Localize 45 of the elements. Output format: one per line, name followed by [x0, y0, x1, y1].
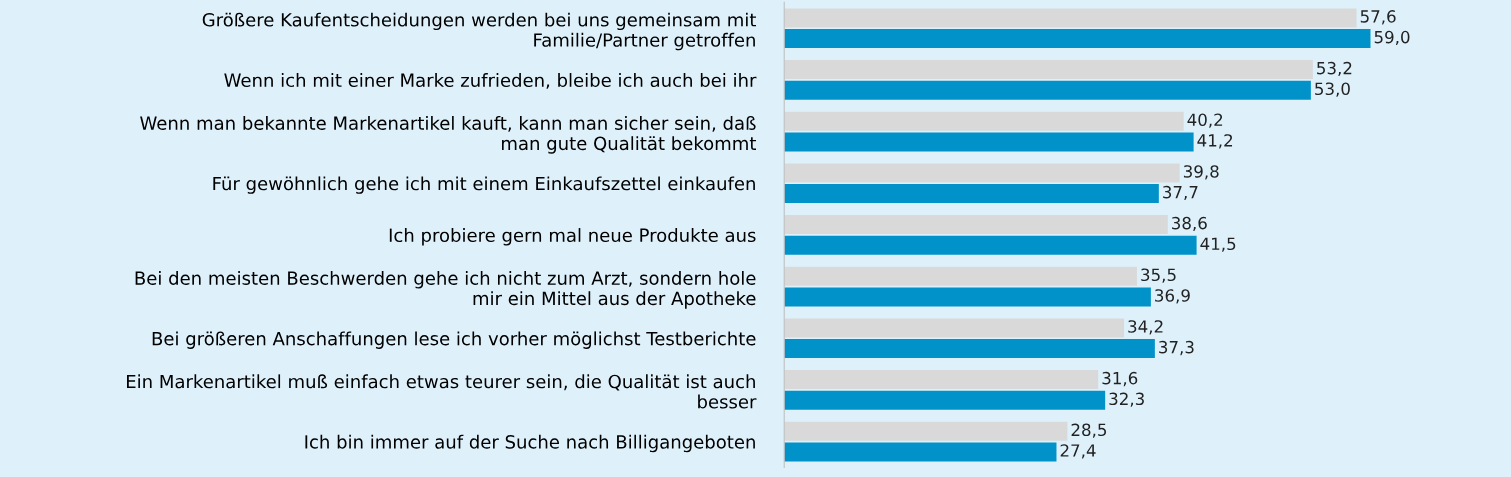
- bar: [784, 8, 1357, 28]
- data-label: 38,6: [1172, 216, 1207, 232]
- bar: [784, 163, 1180, 183]
- bar: [784, 60, 1313, 80]
- bar: [784, 339, 1155, 359]
- data-label: 41,2: [1197, 134, 1233, 149]
- data-label: 37,7: [1163, 185, 1198, 201]
- y-tick-label: Bei größeren Anschaffungen lese ich vorher möglichst Testberichte: [152, 331, 756, 349]
- data-label: 41,5: [1200, 237, 1236, 252]
- data-label: 57,6: [1360, 10, 1396, 25]
- bar: [784, 80, 1311, 100]
- data-label: 59,0: [1374, 30, 1410, 46]
- y-tick-label: Ich bin immer auf der Suche nach Billigangeboten: [305, 434, 755, 453]
- bar: [784, 390, 1106, 410]
- data-label: 34,2: [1128, 320, 1163, 335]
- bar: [784, 215, 1168, 235]
- data-label: 35,5: [1141, 268, 1176, 283]
- y-tick-label: Bei den meisten Beschwerden gehe ich nicht zum Arzt, sondern hole mir ein Mittel aus der Apotheke: [135, 271, 756, 309]
- data-label: 31,6: [1102, 371, 1138, 387]
- bar: [784, 184, 1159, 204]
- data-label: 53,0: [1315, 82, 1350, 97]
- bar: [784, 318, 1125, 338]
- y-tick-label: Für gewöhnlich gehe ich mit einem Einkaufszettel einkaufen: [213, 176, 755, 194]
- bar: [784, 235, 1197, 255]
- bar: [784, 266, 1137, 286]
- data-label: 36,9: [1155, 289, 1190, 304]
- bar: [784, 29, 1371, 49]
- data-label: 27,4: [1060, 444, 1096, 459]
- data-label: 32,3: [1109, 392, 1144, 407]
- data-label: 53,2: [1317, 61, 1352, 77]
- y-tick-label: Wenn ich mit einer Marke zufrieden, bleibe ich auch bei ihr: [224, 73, 757, 89]
- bar: [784, 132, 1194, 152]
- y-tick-label: Wenn man bekannte Markenartikel kauft, kann man sicher sein, daß man gute Qualität bekommt: [140, 115, 756, 154]
- bar: [784, 370, 1099, 390]
- bar: [784, 442, 1057, 462]
- bar: [784, 421, 1068, 441]
- y-tick-label: Ich probiere gern mal neue Produkte aus: [389, 228, 756, 246]
- y-tick-label: Größere Kaufentscheidungen werden bei uns gemeinsam mit Familie/Partner getroffen: [202, 12, 756, 51]
- y-tick-label: Ein Markenartikel muß einfach etwas teurer sein, die Qualität ist auch besser: [127, 374, 757, 409]
- bar: [784, 111, 1184, 131]
- data-label: 39,8: [1183, 165, 1219, 180]
- data-label: 28,5: [1071, 423, 1107, 438]
- bar: [784, 287, 1151, 307]
- data-label: 37,3: [1159, 340, 1194, 356]
- data-label: 40,2: [1187, 113, 1223, 128]
